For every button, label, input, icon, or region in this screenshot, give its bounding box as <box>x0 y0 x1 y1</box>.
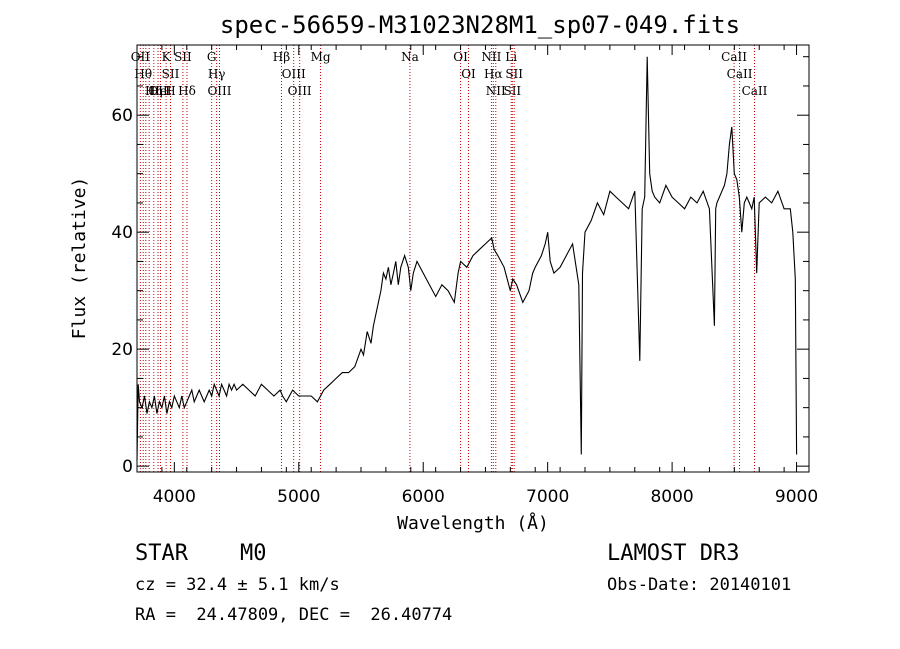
line-label-5-0: OII <box>148 84 168 98</box>
y-axis-label: Flux (relative) <box>69 177 90 340</box>
observation-date: Obs-Date: 20140101 <box>607 575 791 595</box>
line-label-15-0: OIII <box>282 67 306 81</box>
line-label-11-0: G <box>207 50 217 64</box>
x-axis-ticks: 4000 5000 6000 7000 8000 9000 <box>136 45 818 507</box>
line-label-12-0: Hγ <box>208 67 226 81</box>
line-label-19-0: OI <box>453 50 468 64</box>
line-label-13-0: OIII <box>207 84 231 98</box>
line-label-8-0: SII <box>162 67 180 81</box>
line-label-16-0: OIII <box>288 84 312 98</box>
line-label-26-0: SII <box>505 67 523 81</box>
line-label-25-0: SII <box>503 84 521 98</box>
spectral-line-markers <box>139 45 755 472</box>
line-label-14-0: Hβ <box>273 50 290 64</box>
sky-coordinates: RA = 24.47809, DEC = 26.40774 <box>135 605 452 625</box>
y-tick-label-1: 20 <box>111 340 133 360</box>
survey-name: LAMOST DR3 <box>607 541 739 566</box>
line-label-20-0: OI <box>461 67 476 81</box>
line-label-9-0: SII <box>174 50 192 64</box>
x-tick-label-1: 5000 <box>277 487 320 507</box>
line-label-10-0: Hδ <box>178 84 196 98</box>
plot-frame <box>136 44 810 473</box>
line-label-17-0: Mg <box>311 50 331 64</box>
spectral-line-labels: OIIHθHηOIIHeIKSIIHSIIHδGHγOIIIHβOIIIOIII… <box>131 50 768 98</box>
line-label-8-1: H <box>165 84 175 98</box>
line-label-1-0: Hθ <box>134 67 152 81</box>
line-label-23-0: NII <box>486 84 506 98</box>
line-label-22-0: Hα <box>484 67 503 81</box>
line-label-6-0: HeI <box>149 84 172 98</box>
object-subclass: M0 <box>240 541 267 566</box>
line-label-4-0: Hη <box>145 84 163 98</box>
line-label-24-0: Li <box>505 50 517 64</box>
flux-series-line <box>136 56 798 461</box>
line-label-7-0: K <box>162 50 172 64</box>
chart-title: spec-56659-M31023N28M1_sp07-049.fits <box>220 11 740 39</box>
x-tick-label-4: 8000 <box>650 487 693 507</box>
line-label-29-0: CaII <box>742 84 768 98</box>
y-tick-label-0: 0 <box>122 457 133 477</box>
x-tick-label-5: 9000 <box>775 487 818 507</box>
x-tick-label-3: 7000 <box>526 487 569 507</box>
line-label-18-0: Na <box>401 50 419 64</box>
x-tick-label-0: 4000 <box>153 487 196 507</box>
object-class: STAR <box>135 541 189 566</box>
y-tick-label-3: 60 <box>111 106 133 126</box>
line-label-21-0: NII <box>481 50 501 64</box>
x-axis-label: Wavelength (Å) <box>397 512 549 534</box>
redshift-velocity: cz = 32.4 ± 5.1 km/s <box>135 575 340 595</box>
x-tick-label-2: 6000 <box>402 487 445 507</box>
line-label-28-0: CaII <box>727 67 753 81</box>
line-label-27-0: CaII <box>721 50 747 64</box>
y-axis-ticks: 0 20 40 60 <box>111 56 809 477</box>
y-tick-label-2: 40 <box>111 223 133 243</box>
